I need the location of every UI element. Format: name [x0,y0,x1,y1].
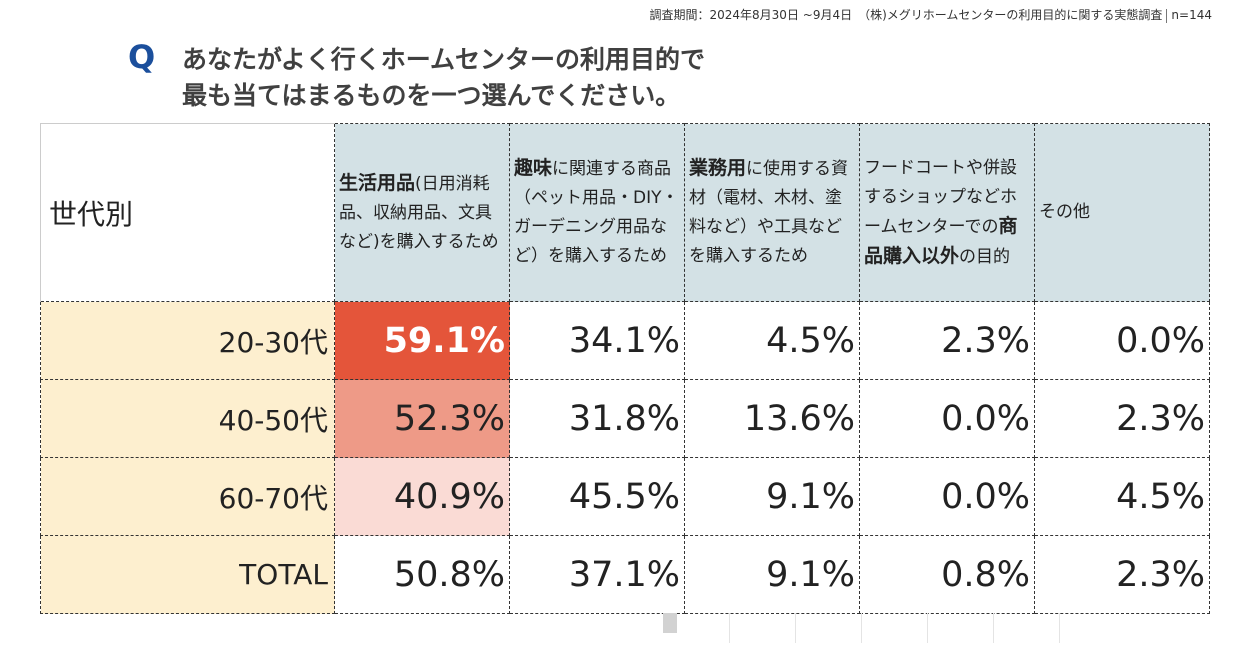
col-header-text: に使用する資材（電材、木材、塗料など）や工具などを購入するため [689,159,849,266]
col-header-bold: 商品購入以外 [864,214,1018,267]
table-row: 60-70代 40.9% 45.5% 9.1% 0.0% 4.5% [40,457,1210,536]
table-row: 20-30代 59.1% 34.1% 4.5% 2.3% 0.0% [40,301,1210,380]
table-row: 40-50代 52.3% 31.8% 13.6% 0.0% 2.3% [40,379,1210,458]
footer-divider [729,613,730,643]
sample-size: n=144 [1171,8,1212,22]
column-header-business: 業務用に使用する資材（電材、木材、塗料など）や工具などを購入するため [684,123,860,302]
row-label: TOTAL [40,535,335,614]
value-cell: 37.1% [509,535,685,614]
col-header-bold: 業務用 [689,157,747,179]
value-cell: 0.0% [859,457,1035,536]
footer-divider [795,613,796,643]
col-header-text: の目的 [959,246,1011,267]
header-row: 世代別 生活用品(日用消耗品、収納用品、文具など)を購入するため 趣味に関連する… [40,123,1210,302]
value-cell: 50.8% [334,535,510,614]
row-label: 20-30代 [40,301,335,380]
value-cell: 52.3% [334,379,510,458]
question-mark-label: Q [128,38,156,76]
row-label: 40-50代 [40,379,335,458]
value-cell: 4.5% [1034,457,1210,536]
survey-period-note: 調査期間：2024年8月30日 ~9月4日 （株)メグリホームセンターの利用目的… [649,6,1212,23]
value-cell: 9.1% [684,535,860,614]
column-header-other: その他 [1034,123,1210,302]
note-separator [1166,8,1168,23]
value-cell: 9.1% [684,457,860,536]
survey-period-text: 調査期間：2024年8月30日 ~9月4日 （株)メグリホームセンターの利用目的… [649,8,1163,22]
column-header-hobby: 趣味に関連する商品（ペット用品・DIY・ガーデニング用品など）を購入するため [509,123,685,302]
col-header-text: その他 [1039,202,1090,222]
col-header-text: に関連する商品（ペット用品・DIY・ガーデニング用品など）を購入するため [514,159,679,266]
question-line-2: 最も当てはまるものを一つ選んでください。 [182,81,681,110]
col-header-bold: 趣味 [514,157,553,179]
value-cell: 2.3% [859,301,1035,380]
col-header-text: (日用消耗品、収納用品、文具など)を購入するため [339,173,499,252]
col-header-bold: 生活用品 [339,171,416,194]
footer-divider [993,613,994,643]
results-table: 世代別 生活用品(日用消耗品、収納用品、文具など)を購入するため 趣味に関連する… [40,123,1210,614]
footer-divider [1059,613,1060,643]
question-text: あなたがよく行くホームセンターの利用目的で 最も当てはまるものを一つ選んでくださ… [182,42,705,114]
value-cell: 40.9% [334,457,510,536]
value-cell: 31.8% [509,379,685,458]
column-header-non-purchase: フードコートや併設するショップなどホームセンターでの商品購入以外の目的 [859,123,1035,302]
footer-divider [927,613,928,643]
column-header-daily-goods: 生活用品(日用消耗品、収納用品、文具など)を購入するため [334,123,510,302]
footer-divider [861,613,862,643]
value-cell: 34.1% [509,301,685,380]
value-cell: 0.0% [1034,301,1210,380]
value-cell: 2.3% [1034,379,1210,458]
footer-gray-block [663,613,677,633]
table-row-total: TOTAL 50.8% 37.1% 9.1% 0.8% 2.3% [40,535,1210,614]
value-cell: 2.3% [1034,535,1210,614]
col-header-text: フードコートや併設するショップなどホームセンターでの [864,157,1017,237]
row-header-title: 世代別 [40,123,335,302]
value-cell: 4.5% [684,301,860,380]
value-cell: 45.5% [509,457,685,536]
row-label: 60-70代 [40,457,335,536]
footer-decoration [663,613,1223,643]
value-cell: 59.1% [334,301,510,380]
value-cell: 13.6% [684,379,860,458]
value-cell: 0.0% [859,379,1035,458]
value-cell: 0.8% [859,535,1035,614]
question-line-1: あなたがよく行くホームセンターの利用目的で [182,45,706,74]
